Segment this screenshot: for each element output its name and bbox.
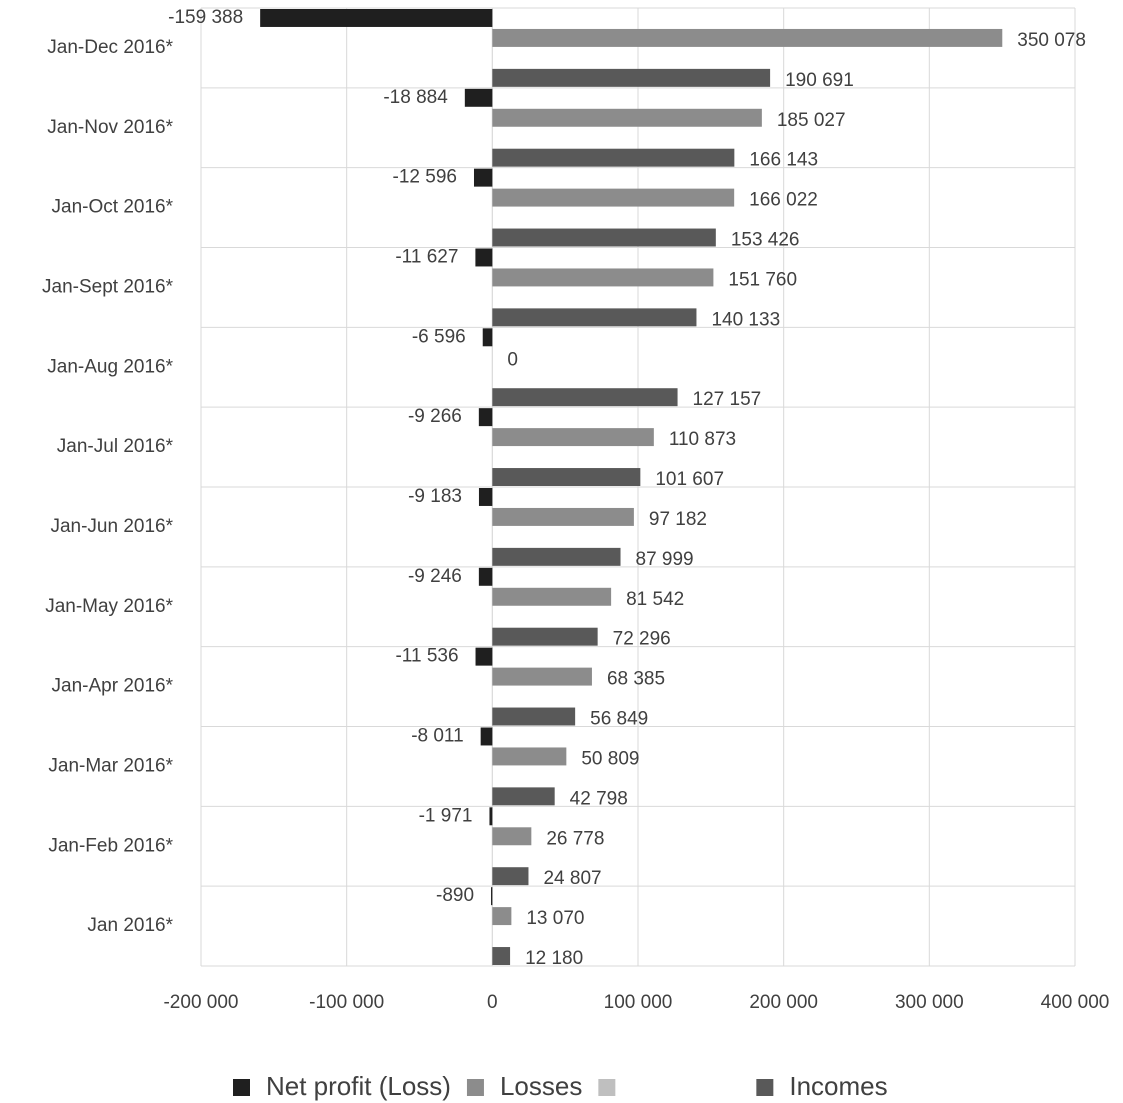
bar <box>492 547 621 566</box>
x-tick-label: 0 <box>487 992 498 1013</box>
x-tick-label: 400 000 <box>1041 992 1110 1013</box>
data-label: 190 691 <box>785 70 854 91</box>
bar <box>492 308 697 327</box>
bar <box>492 108 762 127</box>
data-label: -9 266 <box>408 406 462 427</box>
legend-label: Losses <box>500 1071 582 1101</box>
data-label: -18 884 <box>383 87 448 108</box>
y-tick-label: Jan-Jun 2016* <box>50 516 173 537</box>
data-label: 110 873 <box>669 429 736 450</box>
bar <box>260 9 493 27</box>
legend-swatch <box>756 1079 774 1096</box>
bar <box>475 647 493 666</box>
bar <box>492 827 532 846</box>
data-label: 350 078 <box>1017 30 1086 51</box>
y-tick-label: Jan-Jul 2016* <box>57 436 174 457</box>
y-tick-label: Jan-Feb 2016* <box>48 835 173 856</box>
data-label: 24 807 <box>543 868 601 889</box>
data-label: -9 183 <box>408 486 462 507</box>
bar <box>464 88 493 107</box>
bar <box>492 947 511 965</box>
legend-label: Net profit (Loss) <box>266 1071 451 1101</box>
data-label: 140 133 <box>711 309 780 330</box>
bar <box>492 228 716 247</box>
bar <box>489 807 493 826</box>
data-label: 166 022 <box>749 190 818 211</box>
bar <box>492 867 529 886</box>
data-label: -11 627 <box>395 246 458 267</box>
data-label: 81 542 <box>626 589 684 610</box>
data-label: -1 971 <box>419 805 473 826</box>
data-label: 56 849 <box>590 709 648 730</box>
data-label: 68 385 <box>607 669 665 690</box>
bar <box>492 268 714 287</box>
bar <box>492 28 1003 47</box>
data-label: 72 296 <box>613 629 671 650</box>
bar <box>492 468 641 486</box>
y-tick-label: Jan-Sept 2016* <box>42 276 174 297</box>
data-label: -6 596 <box>412 326 466 347</box>
bar <box>492 587 612 606</box>
y-tick-label: Jan 2016* <box>87 915 173 936</box>
data-label: 42 798 <box>570 788 628 809</box>
data-label: 50 809 <box>581 748 639 769</box>
data-label: -12 596 <box>393 167 457 188</box>
data-label: 87 999 <box>636 549 694 570</box>
data-label: 0 <box>507 349 518 370</box>
y-tick-label: Jan-Oct 2016* <box>52 197 174 218</box>
data-label: -9 246 <box>408 566 462 587</box>
legend-label: Incomes <box>789 1071 887 1101</box>
legend-swatch <box>598 1079 616 1096</box>
data-label: 13 070 <box>526 908 584 929</box>
y-tick-label: Jan-Nov 2016* <box>47 117 173 138</box>
bar <box>473 168 493 187</box>
bar <box>491 887 493 906</box>
bar <box>492 907 512 926</box>
y-tick-label: Jan-Dec 2016* <box>47 37 173 58</box>
bar <box>492 148 735 167</box>
legend-swatch <box>466 1079 484 1096</box>
bar <box>478 488 493 506</box>
data-label: 12 180 <box>525 948 583 969</box>
data-label: -159 388 <box>168 7 243 28</box>
data-label: -8 011 <box>411 725 463 746</box>
data-label: 166 143 <box>749 150 818 171</box>
x-tick-label: 300 000 <box>895 992 964 1013</box>
bar <box>492 787 555 806</box>
bar <box>492 627 598 646</box>
bar <box>482 328 493 347</box>
data-label: 151 760 <box>728 269 797 290</box>
bar <box>492 747 567 766</box>
data-label: 26 778 <box>546 828 604 849</box>
bar <box>480 727 493 746</box>
data-label: -11 536 <box>395 646 458 667</box>
bar <box>475 248 493 267</box>
bar <box>492 68 771 87</box>
data-label: 127 157 <box>693 389 762 410</box>
legend-swatch <box>233 1079 250 1096</box>
data-label: 185 027 <box>777 110 846 131</box>
bar <box>492 707 576 726</box>
x-tick-label: 200 000 <box>749 992 818 1013</box>
data-label: -890 <box>436 885 474 906</box>
bar <box>492 428 654 447</box>
x-tick-label: 100 000 <box>604 992 673 1013</box>
data-label: 101 607 <box>655 469 724 490</box>
y-tick-label: Jan-Apr 2016* <box>52 676 174 697</box>
bar <box>492 667 592 686</box>
y-tick-label: Jan-May 2016* <box>45 596 173 617</box>
y-tick-label: Jan-Mar 2016* <box>48 755 173 776</box>
bar <box>492 188 735 207</box>
x-tick-label: -100 000 <box>309 992 384 1013</box>
bar <box>492 388 678 407</box>
y-tick-label: Jan-Aug 2016* <box>47 356 173 377</box>
bar <box>478 408 493 427</box>
data-label: 97 182 <box>649 509 707 530</box>
bar <box>478 567 493 586</box>
bar <box>492 507 634 526</box>
data-label: 153 426 <box>731 230 800 251</box>
x-tick-label: -200 000 <box>163 992 238 1013</box>
